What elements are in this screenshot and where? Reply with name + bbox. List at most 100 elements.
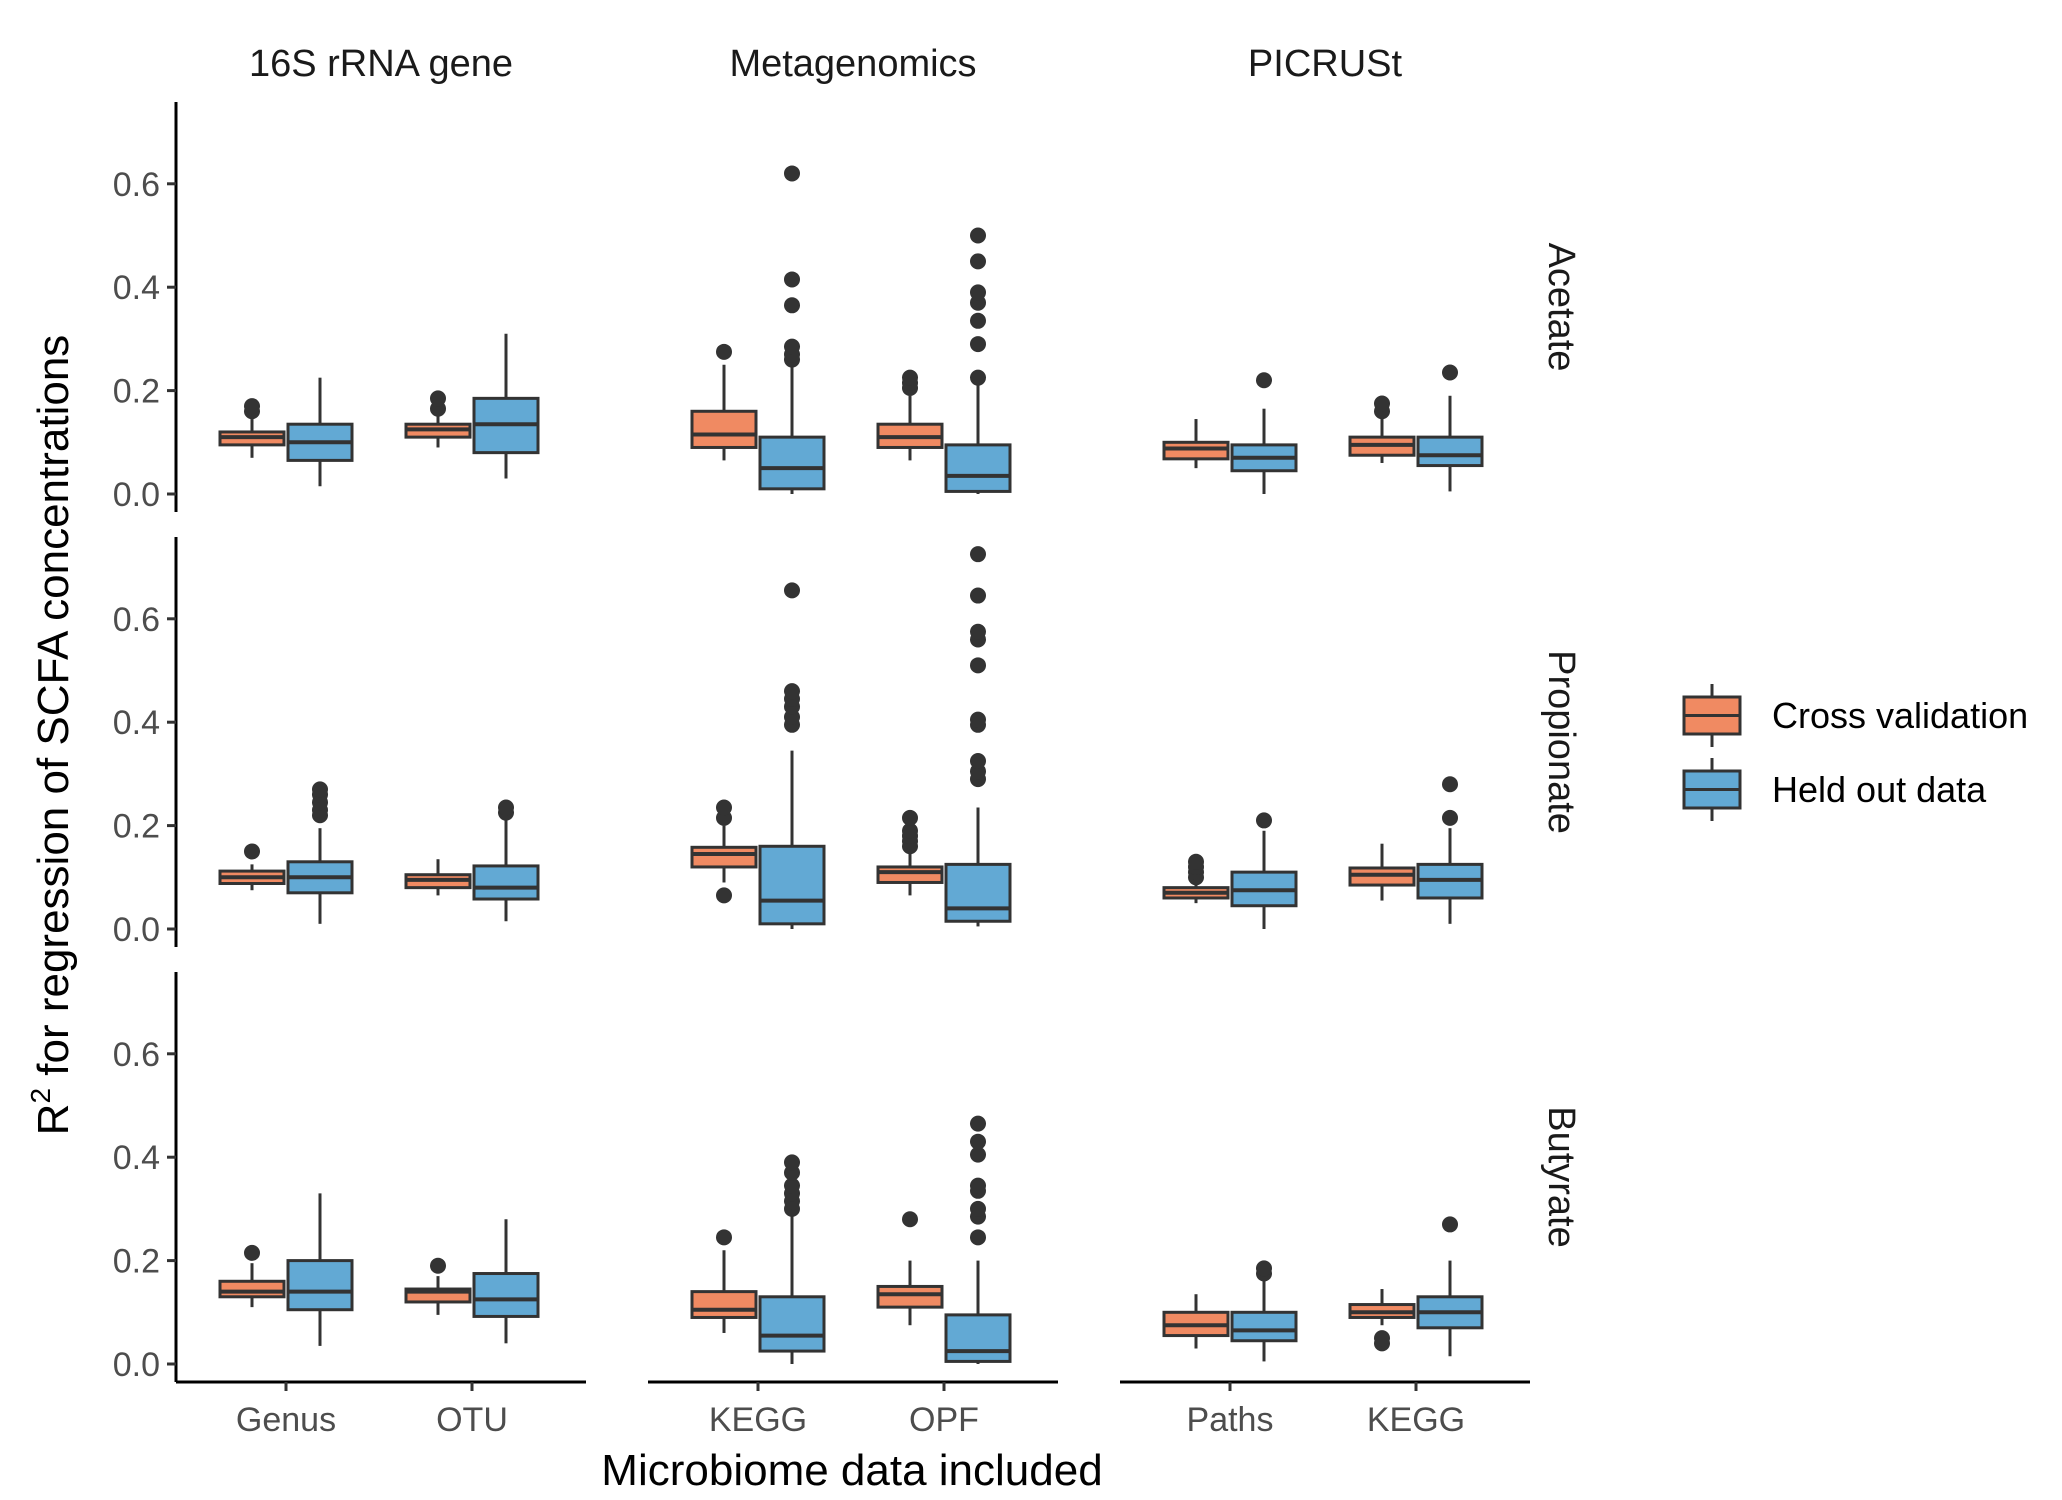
box-acetate-16s-rrna-gene-genus-ho bbox=[286, 377, 354, 487]
box-acetate-16s-rrna-gene-otu-ho bbox=[472, 333, 540, 479]
box-propionate-picrust-paths-cv bbox=[1162, 853, 1230, 904]
outlier-point bbox=[1442, 776, 1458, 793]
box-acetate-picrust-paths-cv bbox=[1162, 419, 1230, 469]
y-tick-label: 0.0 bbox=[113, 476, 160, 514]
outlier-point bbox=[970, 752, 986, 769]
outlier-point bbox=[970, 1146, 986, 1163]
legend-label-cross-validation: Cross validation bbox=[1772, 695, 2028, 736]
outlier-point bbox=[1256, 372, 1272, 389]
box-body bbox=[690, 409, 758, 449]
box-propionate-16s-rrna-gene-genus-ho bbox=[286, 781, 354, 924]
box-body bbox=[690, 1290, 758, 1319]
box-body bbox=[876, 1284, 944, 1309]
box-butyrate-metagenomics-opf-cv bbox=[876, 1211, 944, 1326]
outlier-point bbox=[970, 657, 986, 674]
outlier-point bbox=[1442, 809, 1458, 826]
box-body bbox=[1162, 440, 1230, 461]
outlier-point bbox=[1374, 395, 1390, 412]
legend-label-held-out-data: Held out data bbox=[1772, 769, 1987, 810]
outlier-point bbox=[1188, 853, 1204, 870]
y-axis-title-rest: for regression of SCFA concentrations bbox=[29, 335, 78, 1088]
row-strip-label-propionate: Propionate bbox=[1540, 650, 1582, 834]
box-body bbox=[944, 443, 1012, 493]
outlier-point bbox=[716, 1229, 732, 1246]
box-butyrate-picrust-kegg-cv bbox=[1348, 1289, 1416, 1352]
outlier-point bbox=[716, 799, 732, 816]
legend-key-held-out-data bbox=[1682, 758, 1742, 821]
box-body bbox=[944, 862, 1012, 923]
box-acetate-16s-rrna-gene-otu-cv bbox=[404, 390, 472, 448]
y-tick-label: 0.6 bbox=[113, 601, 160, 639]
box-butyrate-picrust-kegg-ho bbox=[1416, 1216, 1484, 1357]
outlier-point bbox=[716, 343, 732, 360]
outlier-point bbox=[784, 683, 800, 700]
y-axis-title-superscript: 2 bbox=[25, 1088, 56, 1104]
x-tick-label-otu: OTU bbox=[436, 1401, 508, 1439]
outlier-point bbox=[970, 1115, 986, 1132]
y-tick-label: 0.2 bbox=[113, 808, 160, 846]
box-acetate-16s-rrna-gene-genus-cv bbox=[218, 398, 286, 458]
outlier-point bbox=[902, 369, 918, 386]
outlier-point bbox=[784, 165, 800, 182]
outlier-point bbox=[716, 887, 732, 904]
box-butyrate-16s-rrna-gene-otu-ho bbox=[472, 1219, 540, 1344]
box-butyrate-picrust-paths-cv bbox=[1162, 1294, 1230, 1349]
box-body bbox=[472, 864, 540, 901]
outlier-point bbox=[970, 711, 986, 728]
y-tick-label: 0.4 bbox=[113, 1139, 160, 1177]
outlier-point bbox=[1442, 1216, 1458, 1233]
row-strip-label-butyrate: Butyrate bbox=[1540, 1106, 1582, 1248]
box-acetate-picrust-kegg-cv bbox=[1348, 395, 1416, 463]
box-propionate-metagenomics-kegg-ho bbox=[758, 582, 826, 929]
box-body bbox=[218, 1279, 286, 1299]
box-acetate-picrust-paths-ho bbox=[1230, 372, 1298, 494]
x-tick-label-kegg: KEGG bbox=[1367, 1401, 1465, 1439]
outlier-point bbox=[970, 369, 986, 386]
outlier-point bbox=[970, 284, 986, 301]
outlier-point bbox=[902, 809, 918, 826]
outlier-point bbox=[970, 1229, 986, 1246]
box-propionate-metagenomics-opf-ho bbox=[944, 546, 1012, 927]
y-tick-label: 0.6 bbox=[113, 166, 160, 204]
axes-layer bbox=[167, 102, 1530, 1391]
box-propionate-metagenomics-kegg-cv bbox=[690, 799, 758, 904]
outlier-point bbox=[784, 271, 800, 288]
box-butyrate-metagenomics-opf-ho bbox=[944, 1115, 1012, 1364]
outlier-point bbox=[244, 1244, 260, 1261]
panels-layer bbox=[218, 165, 1484, 1364]
outlier-point bbox=[970, 546, 986, 563]
box-acetate-metagenomics-opf-cv bbox=[876, 369, 944, 461]
column-strip-label-metagenomics: Metagenomics bbox=[729, 43, 976, 85]
legend-key-cross-validation bbox=[1682, 684, 1742, 747]
outlier-point bbox=[784, 1177, 800, 1194]
outlier-point bbox=[244, 843, 260, 860]
outlier-point bbox=[312, 781, 328, 798]
x-tick-label-genus: Genus bbox=[236, 1401, 336, 1439]
box-butyrate-16s-rrna-gene-otu-cv bbox=[404, 1257, 472, 1315]
outlier-point bbox=[430, 390, 446, 407]
box-body bbox=[286, 1259, 354, 1312]
outlier-point bbox=[970, 1177, 986, 1194]
box-body bbox=[1230, 1310, 1298, 1343]
outlier-point bbox=[1256, 812, 1272, 829]
y-tick-label: 0.0 bbox=[113, 1346, 160, 1384]
x-tick-label-opf: OPF bbox=[909, 1401, 979, 1439]
outlier-point bbox=[970, 1200, 986, 1217]
box-butyrate-16s-rrna-gene-genus-cv bbox=[218, 1244, 286, 1308]
box-body bbox=[690, 845, 758, 869]
y-tick-label: 0.2 bbox=[113, 1243, 160, 1281]
box-butyrate-16s-rrna-gene-genus-ho bbox=[286, 1193, 354, 1346]
outlier-point bbox=[902, 822, 918, 839]
outlier-point bbox=[784, 338, 800, 355]
y-tick-label: 0.4 bbox=[113, 269, 160, 307]
outlier-point bbox=[970, 1133, 986, 1150]
box-propionate-picrust-kegg-cv bbox=[1348, 843, 1416, 901]
box-butyrate-metagenomics-kegg-cv bbox=[690, 1229, 758, 1333]
box-butyrate-picrust-paths-ho bbox=[1230, 1260, 1298, 1362]
outlier-point bbox=[970, 623, 986, 640]
y-axis-title-main: R bbox=[29, 1104, 78, 1136]
box-body bbox=[472, 1272, 540, 1318]
outlier-point bbox=[430, 1257, 446, 1274]
box-propionate-16s-rrna-gene-genus-cv bbox=[218, 843, 286, 891]
